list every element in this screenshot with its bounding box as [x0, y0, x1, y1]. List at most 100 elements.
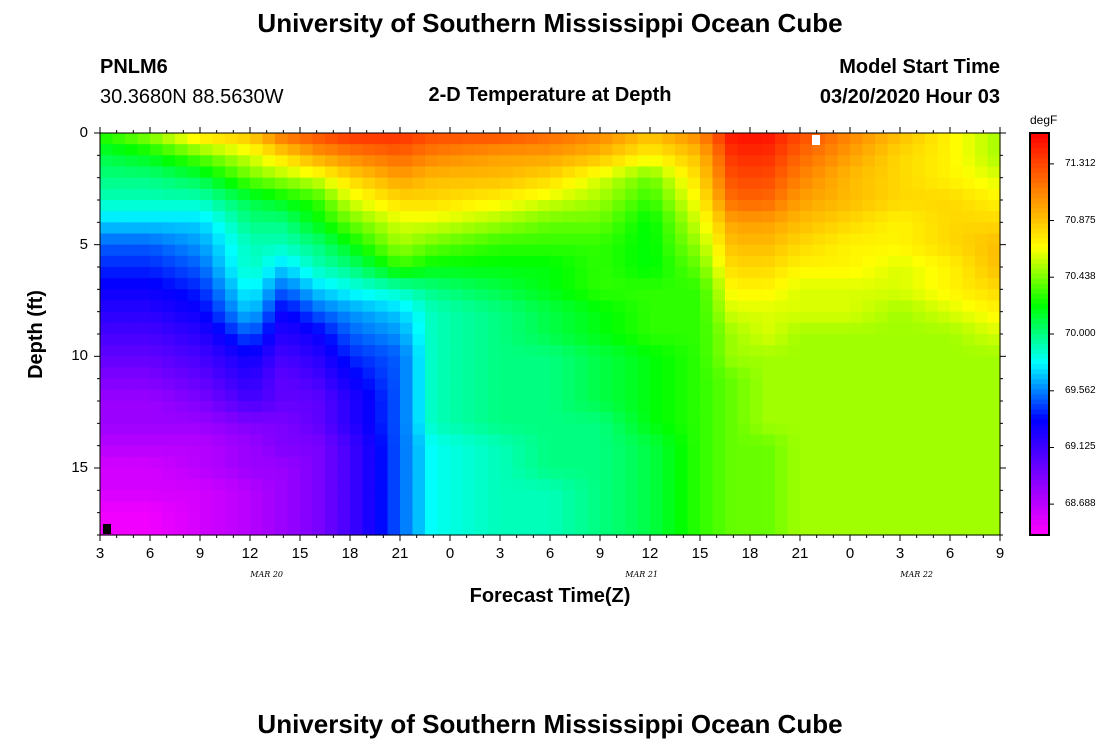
heatmap-cell: [900, 490, 914, 503]
heatmap-cell: [962, 468, 976, 480]
heatmap-cell: [775, 233, 789, 246]
heatmap-cell: [312, 222, 326, 235]
heatmap-cell: [675, 334, 689, 346]
heatmap-cell: [400, 345, 414, 357]
heatmap-cell: [875, 367, 889, 380]
heatmap-cell: [912, 144, 926, 156]
heatmap-cell: [337, 456, 351, 469]
heatmap-cell: [425, 389, 439, 402]
heatmap-cell: [175, 490, 189, 503]
heatmap-cell: [687, 155, 701, 168]
heatmap-cell: [400, 133, 414, 145]
heatmap-cell: [262, 200, 276, 212]
heatmap-cell: [525, 412, 539, 424]
heatmap-cell: [575, 267, 589, 279]
heatmap-cell: [412, 267, 426, 279]
heatmap-cell: [625, 345, 639, 357]
heatmap-cell: [525, 255, 539, 268]
heatmap-cell: [537, 334, 551, 346]
heatmap-cell: [862, 177, 876, 190]
heatmap-cell: [175, 244, 189, 257]
heatmap-cell: [987, 401, 1001, 413]
heatmap-cell: [337, 211, 351, 223]
heatmap-cell: [525, 401, 539, 413]
heatmap-cell: [862, 166, 876, 179]
heatmap-cell: [637, 356, 651, 369]
heatmap-cell: [862, 211, 876, 223]
heatmap-cell: [812, 311, 826, 324]
heatmap-cell: [812, 412, 826, 424]
heatmap-cell: [287, 311, 301, 324]
heatmap-cell: [962, 255, 976, 268]
heatmap-cell: [937, 311, 951, 324]
heatmap-cell: [625, 523, 639, 536]
heatmap-cell: [887, 144, 901, 156]
heatmap-cell: [475, 311, 489, 324]
heatmap-cell: [262, 434, 276, 447]
heatmap-cell: [550, 423, 564, 436]
heatmap-cell: [562, 200, 576, 212]
heatmap-cell: [525, 523, 539, 536]
heatmap-cell: [612, 233, 626, 246]
heatmap-cell: [925, 345, 939, 357]
heatmap-cell: [475, 244, 489, 257]
colorbar-segment: [1030, 394, 1049, 400]
heatmap-cell: [175, 222, 189, 235]
heatmap-cell: [137, 233, 151, 246]
heatmap-cell: [825, 523, 839, 536]
heatmap-cell: [812, 289, 826, 302]
heatmap-cell: [812, 378, 826, 391]
heatmap-cell: [700, 501, 714, 514]
heatmap-cell: [512, 144, 526, 156]
heatmap-cell: [512, 456, 526, 469]
heatmap-cell: [825, 255, 839, 268]
heatmap-cell: [762, 144, 776, 156]
heatmap-cell: [837, 211, 851, 223]
heatmap-cell: [887, 512, 901, 525]
heatmap-cell: [125, 367, 139, 380]
heatmap-cell: [625, 200, 639, 212]
heatmap-cell: [737, 468, 751, 480]
heatmap-cell: [162, 345, 176, 357]
heatmap-cell: [200, 479, 214, 491]
heatmap-cell: [800, 144, 814, 156]
heatmap-cell: [712, 378, 726, 391]
heatmap-cell: [300, 445, 314, 458]
heatmap-cell: [850, 278, 864, 290]
x-axis-title: Forecast Time(Z): [469, 585, 631, 607]
heatmap-cell: [475, 490, 489, 503]
heatmap-cell: [850, 423, 864, 436]
heatmap-cell: [637, 255, 651, 268]
heatmap-cell: [275, 267, 289, 279]
heatmap-cell: [300, 456, 314, 469]
heatmap-cell: [250, 445, 264, 458]
heatmap-cell: [125, 166, 139, 179]
heatmap-cell: [837, 479, 851, 491]
heatmap-cell: [887, 378, 901, 391]
heatmap-cell: [137, 468, 151, 480]
heatmap-cell: [500, 211, 514, 223]
heatmap-cell: [512, 512, 526, 525]
heatmap-cell: [937, 211, 951, 223]
heatmap-cell: [512, 434, 526, 447]
heatmap-cell: [150, 445, 164, 458]
heatmap-cell: [512, 490, 526, 503]
heatmap-cell: [425, 133, 439, 145]
heatmap-cell: [412, 479, 426, 491]
heatmap-cell: [750, 233, 764, 246]
heatmap-cell: [675, 211, 689, 223]
heatmap-cell: [750, 512, 764, 525]
heatmap-cell: [737, 177, 751, 190]
heatmap-cell: [562, 166, 576, 179]
heatmap-cell: [525, 378, 539, 391]
heatmap-cell: [950, 423, 964, 436]
heatmap-cell: [700, 456, 714, 469]
heatmap-cell: [612, 434, 626, 447]
heatmap-cell: [925, 468, 939, 480]
heatmap-cell: [987, 289, 1001, 302]
heatmap-cell: [975, 133, 989, 145]
heatmap-cell: [487, 200, 501, 212]
heatmap-cell: [700, 434, 714, 447]
heatmap-cell: [350, 345, 364, 357]
heatmap-cell: [700, 278, 714, 290]
